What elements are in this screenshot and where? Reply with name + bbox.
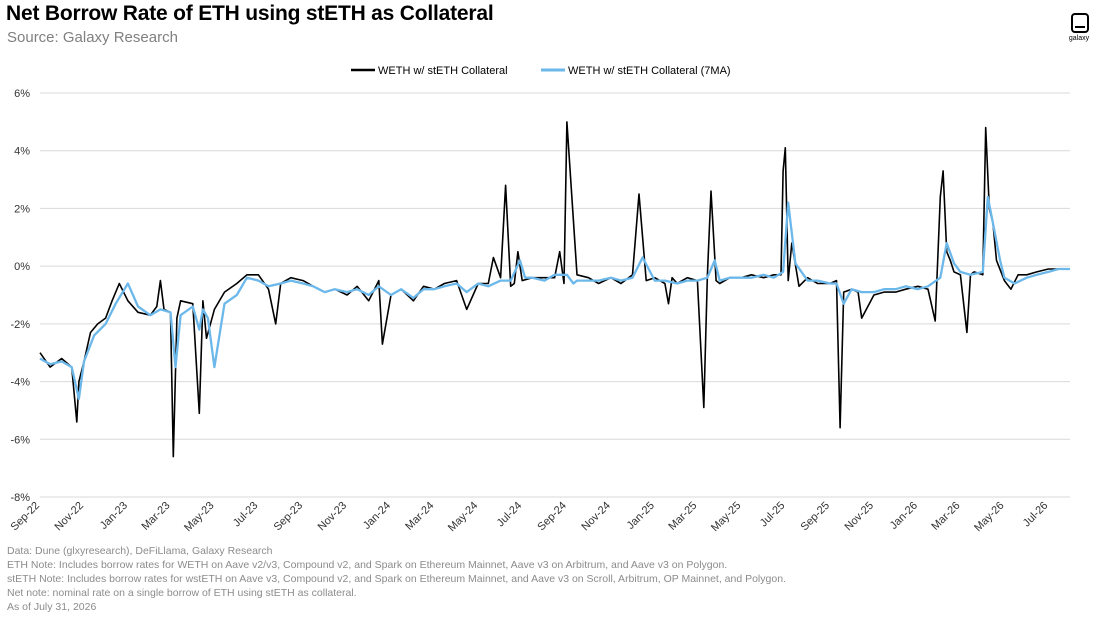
x-tick-label: Jan-23	[98, 500, 130, 532]
x-tick-label: Mar-25	[666, 500, 699, 533]
y-tick-label: -6%	[10, 434, 30, 446]
galaxy-logo-text: galaxy	[1068, 35, 1090, 42]
y-tick-label: 4%	[14, 146, 30, 158]
galaxy-logo-icon	[1071, 13, 1089, 33]
galaxy-logo: galaxy	[1064, 10, 1094, 50]
y-tick-label: 2%	[14, 203, 30, 215]
x-tick-label: Jul-25	[758, 500, 788, 530]
series-line-weth-raw	[39, 121, 1070, 458]
y-tick-label: -4%	[10, 377, 30, 389]
note-data-source: Data: Dune (glxyresearch), DeFiLlama, Ga…	[7, 545, 273, 557]
x-tick-label: Nov-22	[53, 500, 87, 534]
x-tick-label: Jan-24	[361, 500, 393, 532]
y-tick-label: 0%	[14, 261, 30, 273]
legend-item-weth-7ma-label: WETH w/ stETH Collateral (7MA)	[568, 65, 731, 77]
chart-notes: Data: Dune (glxyresearch), DeFiLlama, Ga…	[7, 544, 786, 614]
x-tick-label: Jul-24	[495, 500, 525, 530]
x-tick-label: Nov-24	[579, 500, 613, 534]
chart-title: Net Borrow Rate of ETH using stETH as Co…	[6, 2, 494, 25]
x-axis: Sep-22 Nov-22 Jan-23 Mar-23 May-23 Jul-23 Sep-…	[9, 500, 1051, 534]
note-net: Net note: nominal rate on a single borro…	[7, 587, 357, 599]
y-axis: 6% 4% 2% 0% -2% -4% -6% -8%	[10, 88, 30, 504]
gridlines	[40, 92, 1070, 498]
x-tick-label: Sep-22	[9, 500, 43, 534]
x-tick-label: Jan-26	[888, 500, 920, 532]
x-tick-label: May-23	[182, 500, 216, 534]
chart-subtitle: Source: Galaxy Research	[7, 29, 178, 46]
x-tick-label: Jul-23	[231, 500, 261, 530]
x-tick-label: Mar-23	[139, 500, 172, 533]
note-steth: stETH Note: Includes borrow rates for ws…	[7, 573, 786, 585]
x-tick-label: Mar-26	[929, 500, 962, 533]
series-line-weth-7ma	[39, 195, 1070, 401]
note-eth: ETH Note: Includes borrow rates for WETH…	[7, 559, 728, 571]
chart-legend: WETH w/ stETH Collateral WETH w/ stETH Co…	[351, 65, 731, 77]
plot-area	[39, 121, 1070, 458]
x-tick-label: Nov-25	[843, 500, 877, 534]
x-tick-label: May-24	[446, 500, 480, 534]
x-tick-label: Nov-23	[316, 500, 350, 534]
y-tick-label: -8%	[10, 492, 30, 504]
legend-item-weth-raw-label: WETH w/ stETH Collateral	[378, 65, 508, 77]
x-tick-label: May-26	[972, 500, 1006, 534]
y-tick-label: -2%	[10, 319, 30, 331]
y-tick-label: 6%	[14, 88, 30, 100]
line-chart: WETH w/ stETH Collateral WETH w/ stETH Co…	[9, 65, 1070, 534]
x-tick-label: Sep-25	[799, 500, 833, 534]
x-tick-label: Sep-23	[272, 500, 306, 534]
x-tick-label: Jul-26	[1021, 500, 1051, 530]
note-as-of: As of July 31, 2026	[7, 601, 97, 613]
x-tick-label: May-25	[709, 500, 743, 534]
x-tick-label: Sep-24	[535, 500, 569, 534]
x-tick-label: Jan-25	[625, 500, 657, 532]
x-tick-label: Mar-24	[403, 500, 436, 533]
